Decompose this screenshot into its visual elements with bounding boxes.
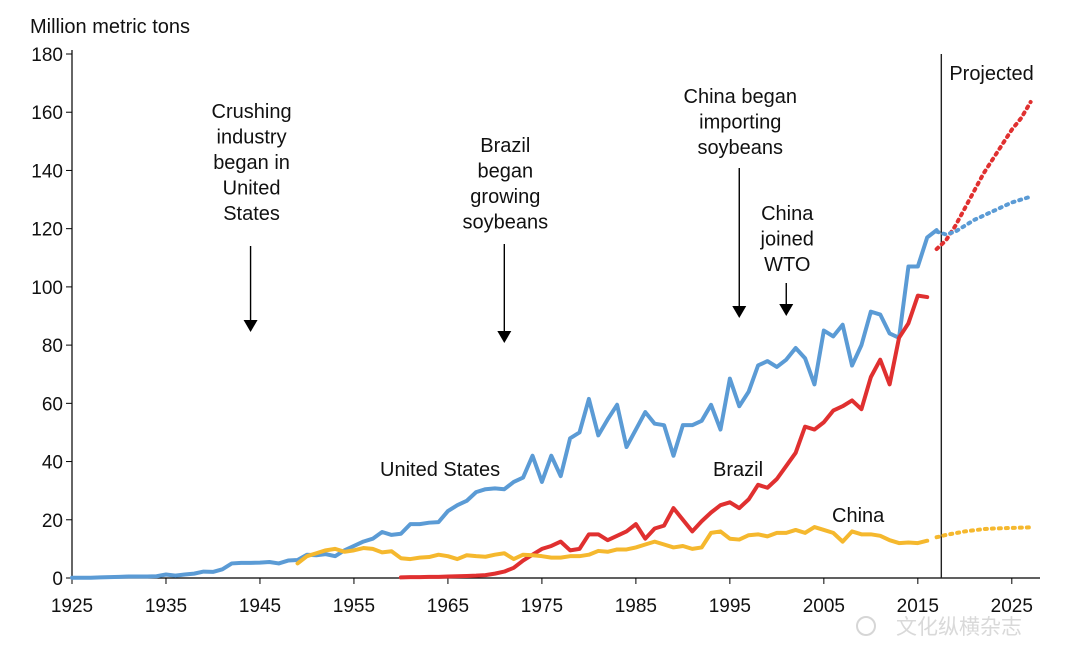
annotation-line: importing: [699, 112, 781, 134]
series-line-brazil: [398, 293, 930, 580]
x-tick-label: 1925: [51, 596, 93, 617]
x-tick-label: 2025: [991, 596, 1033, 617]
annotation-arrow-head: [779, 304, 794, 316]
x-tick-label: 1935: [145, 596, 187, 617]
annotation-line: WTO: [764, 254, 810, 276]
projection-line-united-states: [934, 194, 1033, 237]
watermark-icon: [856, 616, 876, 636]
series-label-china: China: [832, 505, 885, 527]
projection-line-brazil: [934, 100, 1033, 252]
series-line-china: [295, 525, 930, 566]
y-tick-label: 120: [31, 220, 63, 241]
annotation-china-importing: China began importing soybeans: [684, 86, 797, 318]
y-tick-label: 160: [31, 103, 63, 124]
annotation-line: States: [223, 203, 280, 225]
annotation-line: Crushing: [212, 101, 292, 123]
annotation-line: China: [761, 203, 814, 225]
annotation-china-wto: China joined WTO: [760, 203, 814, 316]
x-tick-label: 2015: [897, 596, 939, 617]
x-tick-label: 1995: [709, 596, 751, 617]
x-tick-label: 2005: [803, 596, 845, 617]
y-tick-label: 180: [31, 45, 63, 66]
series-line-united-states: [70, 228, 939, 580]
x-tick-label: 1985: [615, 596, 657, 617]
x-tick-label: 1965: [427, 596, 469, 617]
annotation-line: began in: [213, 152, 290, 174]
annotation-arrow-head: [243, 320, 258, 332]
y-axis-title: Million metric tons: [30, 16, 190, 38]
projection-line-china: [934, 525, 1033, 540]
y-tick-label: 140: [31, 161, 63, 182]
annotation-crushing: Crushing industry began in United States: [212, 101, 292, 332]
x-tick-label: 1975: [521, 596, 563, 617]
annotation-line: Brazil: [480, 135, 530, 157]
y-tick-label: 20: [42, 511, 63, 532]
y-tick-label: 60: [42, 394, 63, 415]
x-tick-label: 1955: [333, 596, 375, 617]
annotation-line: began: [477, 161, 533, 183]
annotation-arrow-head: [497, 331, 512, 343]
annotation-line: soybeans: [697, 137, 783, 159]
series-layer: [70, 100, 1033, 580]
annotation-line: China began: [684, 86, 797, 108]
annotation-brazil-growing: Brazil began growing soybeans: [462, 135, 548, 343]
annotation-line: joined: [760, 229, 814, 251]
annotations-layer: Crushing industry began in United States Braz…: [212, 86, 814, 343]
series-label-brazil: Brazil: [713, 459, 763, 481]
annotation-line: soybeans: [462, 212, 548, 234]
watermark-text: 文化纵横杂志: [896, 616, 1022, 639]
x-tick-label: 1945: [239, 596, 281, 617]
y-tick-label: 0: [52, 569, 63, 590]
axes-layer: Million metric tons 0 20 40 60 80 100 120 140 160…: [30, 16, 1040, 617]
y-tick-label: 100: [31, 278, 63, 299]
annotation-line: United: [223, 178, 281, 200]
series-label-united-states: United States: [380, 459, 500, 481]
annotation-line: industry: [217, 127, 287, 149]
annotation-line: growing: [470, 186, 540, 208]
y-tick-label: 80: [42, 336, 63, 357]
labels-layer: United States Brazil China: [380, 459, 885, 527]
watermark: 文化纵横杂志: [856, 616, 1022, 639]
projected-label: Projected: [949, 63, 1033, 85]
y-tick-label: 40: [42, 453, 63, 474]
annotation-arrow-head: [732, 306, 747, 318]
